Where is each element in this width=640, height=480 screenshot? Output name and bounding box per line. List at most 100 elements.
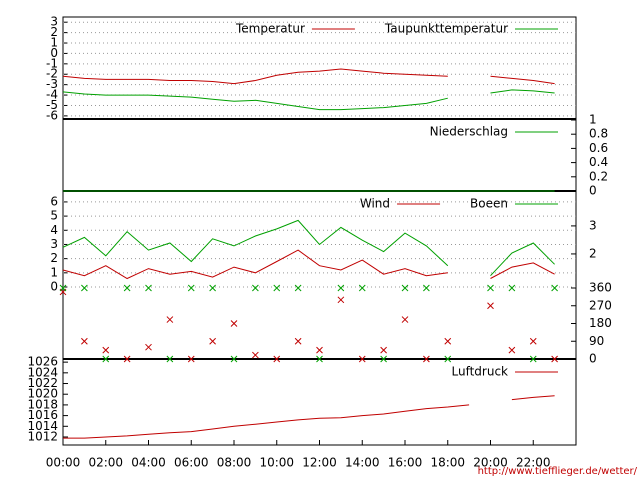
point-marker bbox=[551, 355, 558, 363]
point-marker bbox=[444, 355, 452, 363]
y-tick-label: 4 bbox=[50, 223, 58, 237]
point-marker bbox=[209, 284, 216, 292]
y2-tick-label: 1 bbox=[589, 113, 597, 127]
y-tick-label: 1016 bbox=[27, 408, 58, 422]
x-tick-label: 10:00 bbox=[259, 456, 294, 470]
legend-label: Luftdruck bbox=[451, 365, 508, 379]
y2-tick-label: 360 bbox=[589, 281, 612, 295]
y2-tick-label: 0.2 bbox=[589, 169, 608, 183]
y2-tick-label: 180 bbox=[589, 316, 612, 330]
point-marker bbox=[252, 351, 259, 359]
point-marker bbox=[81, 284, 88, 292]
y-tick-label: 1024 bbox=[27, 365, 58, 379]
point-marker bbox=[81, 337, 88, 345]
point-marker bbox=[123, 284, 131, 292]
y2-tick-label: 0 bbox=[589, 352, 597, 366]
series-line bbox=[63, 395, 555, 439]
y2-tick-label: 2 bbox=[589, 246, 597, 260]
series-line bbox=[62, 89, 555, 111]
series-line bbox=[62, 249, 555, 280]
point-marker bbox=[102, 355, 110, 363]
x-tick-label: 08:00 bbox=[217, 456, 252, 470]
y-tick-label: -6 bbox=[46, 108, 58, 122]
point-marker bbox=[358, 355, 366, 363]
x-tick-label: 06:00 bbox=[174, 456, 209, 470]
y-tick-label: -2 bbox=[46, 67, 58, 81]
y-tick-label: 3 bbox=[50, 237, 58, 251]
y-tick-label: 2 bbox=[50, 25, 58, 39]
point-marker bbox=[358, 284, 366, 292]
y-tick-label: -1 bbox=[46, 56, 58, 70]
y-tick-label: 1026 bbox=[27, 355, 58, 369]
point-marker bbox=[337, 296, 345, 304]
point-marker bbox=[423, 355, 430, 363]
point-marker bbox=[380, 355, 387, 363]
point-marker bbox=[59, 284, 67, 292]
legend-label: Boeen bbox=[470, 197, 508, 211]
y-tick-label: 6 bbox=[50, 194, 58, 208]
legend-label: Taupunkttemperatur bbox=[384, 22, 508, 36]
point-marker bbox=[273, 284, 281, 292]
footer-link: http://www.tiefflieger.de/wetter/ bbox=[478, 466, 638, 477]
y-tick-label: 0 bbox=[50, 280, 58, 294]
y2-tick-label: 3 bbox=[589, 218, 597, 232]
point-marker bbox=[166, 355, 174, 363]
y-tick-label: 1020 bbox=[27, 387, 58, 401]
x-tick-label: 02:00 bbox=[88, 456, 123, 470]
y2-tick-label: 0.4 bbox=[589, 155, 608, 169]
y2-tick-label: 0.8 bbox=[589, 127, 608, 141]
series-line bbox=[62, 219, 555, 277]
x-tick-label: 00:00 bbox=[46, 456, 81, 470]
legend-label: Temperatur bbox=[235, 22, 305, 36]
frame bbox=[62, 16, 577, 446]
point-marker bbox=[273, 355, 281, 363]
x-tick-label: 14:00 bbox=[345, 456, 380, 470]
point-marker bbox=[551, 284, 558, 292]
y-tick-label: 3 bbox=[50, 15, 58, 29]
point-marker bbox=[529, 337, 537, 345]
point-marker bbox=[123, 355, 131, 363]
point-marker bbox=[294, 284, 302, 292]
x-tick-label: 12:00 bbox=[302, 456, 337, 470]
y-tick-label: 1014 bbox=[27, 419, 58, 433]
point-marker bbox=[187, 284, 195, 292]
x-tick-label: 18:00 bbox=[430, 456, 465, 470]
x-tick-label: 20:00 bbox=[473, 456, 508, 470]
y-tick-label: 5 bbox=[50, 209, 58, 223]
x-tick-label: 04:00 bbox=[131, 456, 166, 470]
point-marker bbox=[316, 346, 323, 354]
point-marker bbox=[316, 355, 323, 363]
y-tick-label: 1 bbox=[50, 265, 58, 279]
y-tick-label: -5 bbox=[46, 98, 58, 112]
point-marker bbox=[529, 355, 537, 363]
point-marker bbox=[508, 284, 516, 292]
point-marker bbox=[252, 284, 259, 292]
point-marker bbox=[337, 284, 345, 292]
y-tick-label: -3 bbox=[46, 77, 58, 91]
point-marker bbox=[380, 346, 387, 354]
y-tick-label: -4 bbox=[46, 88, 58, 102]
point-marker bbox=[209, 337, 216, 345]
point-marker bbox=[444, 337, 452, 345]
y-tick-label: 2 bbox=[50, 251, 58, 265]
x-tick-label: 22:00 bbox=[516, 456, 551, 470]
point-marker bbox=[145, 343, 152, 351]
series-line bbox=[62, 68, 555, 85]
y-tick-label: 1012 bbox=[27, 429, 58, 443]
point-marker bbox=[102, 346, 110, 354]
point-marker bbox=[508, 346, 516, 354]
y-tick-label: 0 bbox=[50, 46, 58, 60]
legend-label: Wind bbox=[360, 197, 390, 211]
y2-tick-label: 0 bbox=[589, 184, 597, 198]
point-marker bbox=[401, 284, 409, 292]
point-marker bbox=[230, 355, 238, 363]
y2-tick-label: 0.6 bbox=[589, 141, 608, 155]
point-marker bbox=[230, 320, 238, 327]
y2-tick-label: 270 bbox=[589, 298, 612, 312]
point-marker bbox=[423, 284, 430, 292]
point-marker bbox=[166, 316, 174, 323]
point-marker bbox=[294, 337, 302, 345]
point-marker bbox=[487, 302, 494, 310]
